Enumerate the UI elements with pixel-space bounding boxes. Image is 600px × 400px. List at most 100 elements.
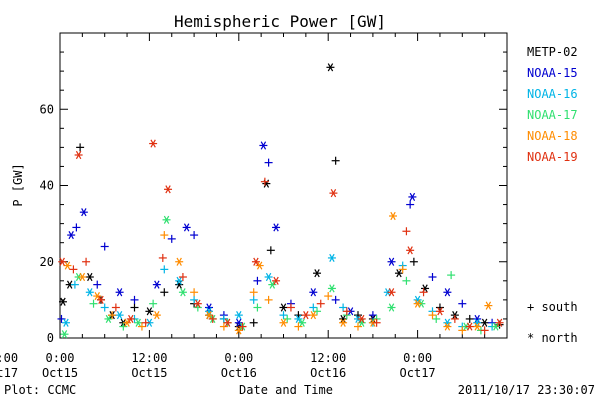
data-point — [79, 208, 88, 217]
data-point — [313, 307, 322, 316]
y-tick-label: 0 — [47, 331, 54, 345]
data-point — [190, 288, 199, 297]
data-point — [149, 139, 158, 148]
data-point — [145, 307, 154, 316]
y-axis-label: P [GW] — [11, 163, 25, 206]
marker-legend: + south * north — [527, 300, 578, 345]
data-point — [368, 311, 377, 320]
data-point — [309, 303, 318, 312]
data-point — [473, 314, 482, 324]
data-point — [443, 322, 452, 331]
data-point — [160, 288, 169, 297]
data-point — [473, 322, 482, 331]
data-point — [93, 291, 102, 301]
data-point — [279, 303, 288, 312]
data-point — [152, 311, 161, 320]
data-point — [432, 314, 441, 323]
data-point — [249, 288, 258, 297]
data-point — [398, 265, 407, 274]
data-point — [264, 158, 273, 167]
x-tick-label-time: 12:00 — [0, 351, 18, 365]
data-point — [76, 143, 85, 152]
data-point — [115, 311, 124, 320]
data-point — [69, 265, 78, 274]
data-point — [141, 318, 150, 327]
data-point — [286, 303, 295, 312]
data-point — [182, 223, 191, 232]
legend-entry: NOAA-15 — [527, 66, 578, 80]
data-point — [326, 63, 335, 72]
series-legend: METP-02 NOAA-15 NOAA-16 NOAA-17 NOAA-18 NOAA-… — [527, 45, 578, 164]
data-point — [162, 215, 171, 224]
data-point — [100, 303, 109, 312]
data-point — [190, 295, 199, 304]
data-point — [249, 295, 258, 304]
data-point — [134, 318, 143, 327]
data-point — [266, 246, 275, 255]
data-point — [137, 322, 146, 331]
data-point — [60, 330, 69, 339]
data-point — [313, 269, 322, 278]
data-point — [234, 326, 243, 335]
x-tick-label-time: 0:00 — [403, 351, 432, 365]
data-point — [339, 314, 348, 324]
x-tick-label-date: Oct17 — [400, 366, 436, 380]
plot-frame — [59, 32, 508, 339]
series-noaa-15 — [57, 141, 497, 327]
x-tick-label-date: Oct16 — [310, 366, 346, 380]
series-noaa-18 — [63, 211, 493, 335]
data-point — [190, 231, 199, 240]
data-point — [406, 246, 415, 255]
data-point — [208, 314, 217, 323]
data-point — [178, 273, 187, 281]
data-point — [72, 223, 81, 232]
data-point — [357, 314, 366, 324]
data-point — [409, 257, 418, 266]
data-point — [205, 307, 213, 316]
data-point — [178, 288, 187, 297]
data-point — [331, 156, 340, 165]
data-point — [298, 318, 307, 327]
x-tick-label-time: 0:00 — [224, 351, 253, 365]
data-point — [58, 257, 67, 266]
data-point — [309, 311, 318, 320]
data-point — [205, 303, 213, 312]
x-tick-label-time: 12:00 — [310, 351, 346, 365]
data-point — [193, 299, 202, 308]
data-point — [238, 322, 247, 331]
data-point — [108, 311, 117, 320]
data-point — [389, 211, 398, 221]
data-point — [419, 288, 428, 297]
data-point — [294, 314, 303, 324]
data-point — [435, 307, 444, 316]
data-point — [495, 318, 504, 327]
data-point — [264, 295, 273, 304]
data-point — [70, 280, 79, 289]
data-point — [119, 322, 128, 331]
data-point — [465, 322, 474, 331]
data-point — [316, 299, 325, 308]
data-point — [428, 311, 437, 320]
legend-entry: NOAA-17 — [527, 108, 578, 122]
x-tick-label-date: Oct15 — [42, 366, 78, 380]
data-point — [491, 322, 500, 331]
data-point — [111, 303, 120, 312]
data-point — [283, 314, 292, 323]
data-point — [175, 257, 184, 266]
data-point — [327, 253, 336, 263]
data-point — [175, 276, 184, 285]
x-tick-label-date: Oct16 — [221, 366, 257, 380]
series-noaa-17 — [60, 215, 500, 339]
data-point — [82, 257, 91, 266]
data-point — [253, 276, 262, 285]
data-point — [329, 189, 338, 198]
data-point — [428, 273, 437, 281]
data-point — [309, 288, 318, 297]
data-point — [264, 272, 273, 282]
data-point — [58, 297, 67, 306]
data-point — [339, 303, 348, 312]
y-tick-label: 40 — [40, 179, 54, 193]
data-point — [279, 311, 288, 320]
data-point — [339, 318, 348, 327]
